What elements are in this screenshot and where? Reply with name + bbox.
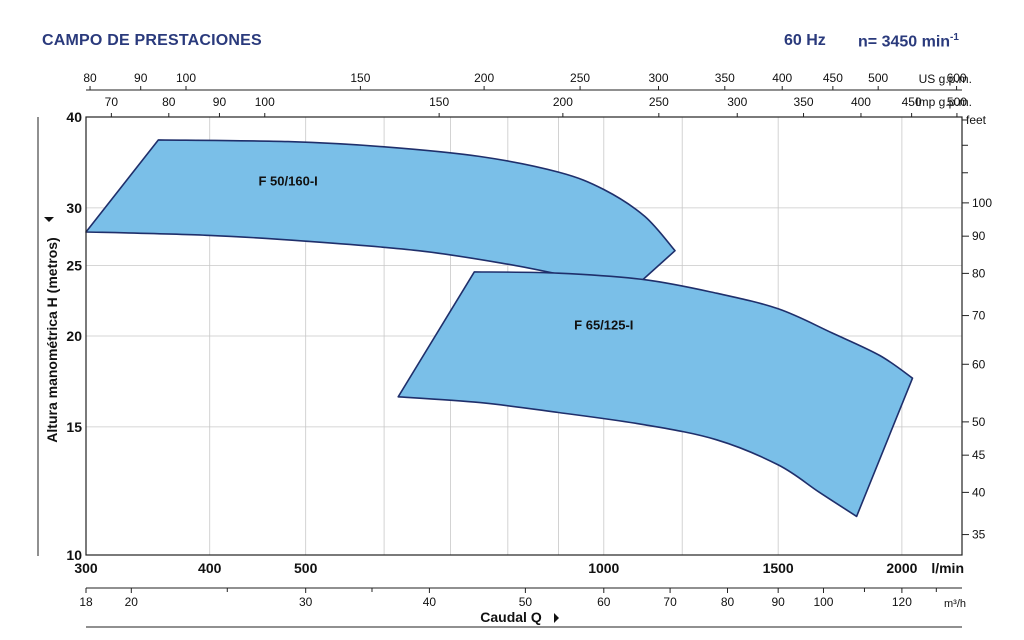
x-axis-title: Caudal Q — [480, 609, 542, 625]
series-label-0: F 50/160-I — [259, 174, 318, 189]
y-tick-label-2: 25 — [66, 257, 82, 273]
usgpm-tick-label-6: 300 — [648, 71, 668, 85]
usgpm-tick-label-9: 450 — [823, 71, 843, 85]
usgpm-tick-label-11: 600 — [947, 71, 967, 85]
m3h-tick-label-5: 60 — [597, 595, 611, 609]
impgpm-tick-label-7: 300 — [727, 95, 747, 109]
impgpm-tick-label-6: 250 — [649, 95, 669, 109]
usgpm-tick-label-0: 80 — [83, 71, 97, 85]
area-series-0 — [85, 139, 676, 286]
impgpm-unit-label: Imp g.p.m. — [915, 95, 972, 109]
y-tick-label-4: 15 — [66, 419, 82, 435]
speed-exponent: -1 — [950, 32, 959, 43]
y-tick-label-1: 30 — [66, 200, 82, 216]
speed-label: n= 3450 min-1 — [858, 32, 959, 51]
performance-areas — [85, 139, 914, 518]
m3h-tick-label-7: 80 — [721, 595, 735, 609]
impgpm-tick-label-4: 150 — [429, 95, 449, 109]
y-tick-label-0: 40 — [66, 109, 82, 125]
y-tick-label-3: 20 — [66, 328, 82, 344]
y-axis-arrow-icon — [44, 217, 54, 222]
lmin-unit-label: l/min — [931, 560, 964, 576]
lmin-tick-label-2: 500 — [294, 560, 318, 576]
impgpm-tick-label-1: 80 — [162, 95, 176, 109]
feet-tick-label-1: 90 — [972, 229, 986, 243]
usgpm-tick-label-2: 100 — [176, 71, 196, 85]
usgpm-tick-label-1: 90 — [134, 71, 148, 85]
m3h-tick-label-3: 40 — [423, 595, 437, 609]
m3h-tick-label-0: 18 — [79, 595, 93, 609]
feet-tick-label-5: 50 — [972, 415, 986, 429]
feet-tick-label-7: 40 — [972, 485, 986, 499]
feet-tick-label-3: 70 — [972, 309, 986, 323]
m3h-unit-label: m³/h — [944, 598, 966, 610]
x-axis-arrow-icon — [554, 613, 559, 623]
feet-unit-label: feet — [966, 113, 987, 127]
axes: 40 30 25 20 15 10 Altura manométrica H (metros… — [44, 71, 992, 628]
lmin-tick-label-4: 1500 — [763, 560, 794, 576]
m3h-tick-label-8: 90 — [771, 595, 785, 609]
feet-tick-label-2: 80 — [972, 266, 986, 280]
impgpm-tick-label-11: 500 — [947, 95, 967, 109]
usgpm-tick-label-7: 350 — [715, 71, 735, 85]
lmin-tick-label-1: 400 — [198, 560, 222, 576]
series-label-1: F 65/125-I — [574, 318, 633, 333]
impgpm-tick-label-9: 400 — [851, 95, 871, 109]
impgpm-tick-label-2: 90 — [213, 95, 227, 109]
usgpm-tick-label-4: 200 — [474, 71, 494, 85]
m3h-tick-label-6: 70 — [663, 595, 677, 609]
m3h-tick-label-10: 120 — [892, 595, 912, 609]
usgpm-unit-label: US g.p.m. — [919, 72, 972, 86]
y-tick-label-5: 10 — [66, 547, 82, 563]
m3h-tick-label-4: 50 — [519, 595, 533, 609]
frequency-label: 60 Hz — [784, 32, 826, 49]
m3h-tick-label-2: 30 — [299, 595, 313, 609]
impgpm-tick-label-10: 450 — [902, 95, 922, 109]
feet-tick-label-4: 60 — [972, 357, 986, 371]
y-axis-title: Altura manométrica H (metros) — [44, 237, 60, 442]
plot-border — [85, 116, 963, 556]
speed-value: n= 3450 min — [858, 33, 951, 51]
area-series-1 — [397, 271, 914, 518]
lmin-tick-label-3: 1000 — [588, 560, 619, 576]
usgpm-tick-label-8: 400 — [772, 71, 792, 85]
m3h-tick-label-9: 100 — [813, 595, 833, 609]
page-title: CAMPO DE PRESTACIONES — [42, 32, 262, 49]
impgpm-tick-label-3: 100 — [255, 95, 275, 109]
impgpm-tick-label-5: 200 — [553, 95, 573, 109]
impgpm-tick-label-8: 350 — [794, 95, 814, 109]
series-labels: F 50/160-I F 65/125-I — [259, 174, 634, 333]
lmin-tick-label-5: 2000 — [886, 560, 917, 576]
feet-tick-label-6: 45 — [972, 448, 986, 462]
usgpm-tick-label-3: 150 — [350, 71, 370, 85]
impgpm-tick-label-0: 70 — [105, 95, 119, 109]
usgpm-tick-label-10: 500 — [868, 71, 888, 85]
feet-tick-label-0: 100 — [972, 196, 992, 210]
feet-tick-label-8: 35 — [972, 528, 986, 542]
lmin-tick-label-0: 300 — [74, 560, 98, 576]
usgpm-tick-label-5: 250 — [570, 71, 590, 85]
m3h-tick-label-1: 20 — [125, 595, 139, 609]
plot-frame — [37, 116, 963, 556]
